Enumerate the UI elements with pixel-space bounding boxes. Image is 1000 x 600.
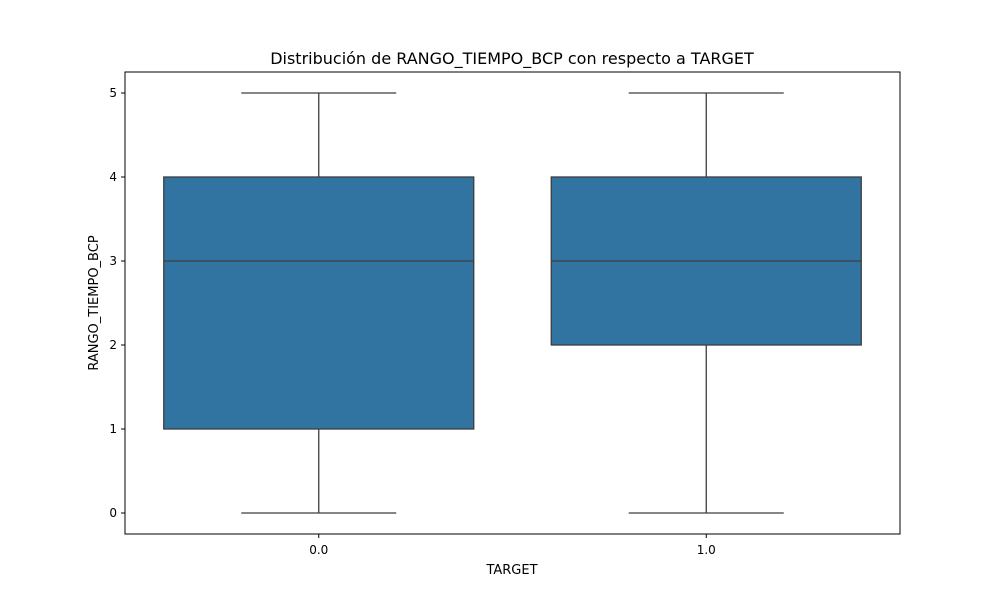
chart-title: Distribución de RANGO_TIEMPO_BCP con res… bbox=[270, 49, 754, 69]
y-axis-label: RANGO_TIEMPO_BCP bbox=[87, 235, 102, 370]
y-tick-label: 2 bbox=[109, 338, 117, 352]
y-tick-label: 1 bbox=[109, 422, 117, 436]
plot-area: 0 1 2 3 4 5 0.0 1.0 bbox=[109, 86, 862, 557]
y-tick-label: 3 bbox=[109, 254, 117, 268]
x-tick-label: 1.0 bbox=[697, 543, 716, 557]
x-axis-label: TARGET bbox=[485, 563, 537, 578]
x-tick-label: 0.0 bbox=[309, 543, 328, 557]
box-iqr bbox=[163, 176, 475, 430]
y-tick-label: 5 bbox=[109, 86, 117, 100]
y-tick-label: 0 bbox=[109, 506, 117, 520]
y-tick-label: 4 bbox=[109, 170, 117, 184]
plot-frame bbox=[124, 71, 901, 535]
